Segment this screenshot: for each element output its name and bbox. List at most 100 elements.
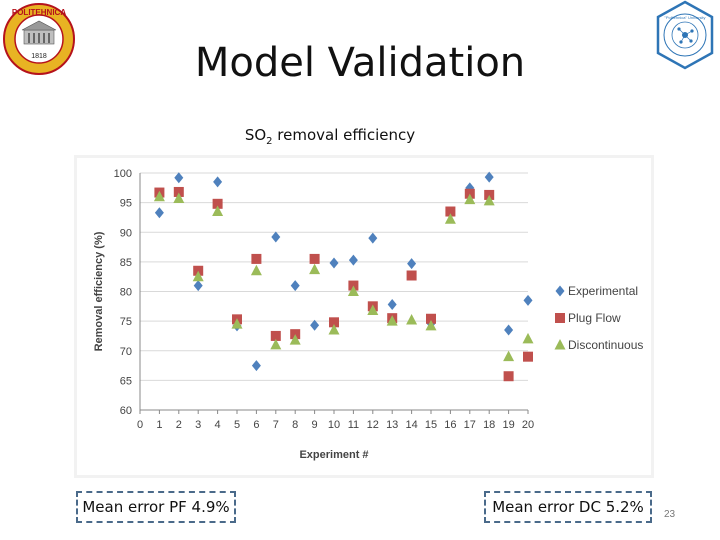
slide-title: Model Validation xyxy=(194,40,526,86)
x-tick-label: 5 xyxy=(234,419,240,431)
faculty-emblem-logo: "Politehnica" University xyxy=(656,0,714,70)
plug-flow-point xyxy=(406,270,417,281)
x-axis-label: Experiment # xyxy=(299,449,368,461)
plug-flow-point xyxy=(270,330,281,341)
x-tick-label: 19 xyxy=(502,419,514,431)
discontinuous-point xyxy=(367,304,379,315)
plug-flow-point xyxy=(503,371,514,382)
y-tick-label: 65 xyxy=(120,375,132,387)
experimental-point xyxy=(368,232,378,244)
experimental-point xyxy=(387,299,397,311)
gridlines xyxy=(140,172,528,411)
x-tick-label: 15 xyxy=(425,419,437,431)
page-number: 23 xyxy=(664,509,676,520)
experimental-point xyxy=(484,171,494,183)
experimental-point xyxy=(523,294,533,306)
chart-subtitle: SO2 removal efficiency xyxy=(0,126,660,147)
logo-right-label: "Politehnica" University xyxy=(664,15,705,20)
x-tick-label: 7 xyxy=(273,419,279,431)
x-tick-label: 12 xyxy=(367,419,379,431)
y-tick-label: 100 xyxy=(114,168,132,180)
subtitle-subscript: 2 xyxy=(266,136,273,147)
x-tick-label: 1 xyxy=(156,419,162,431)
experimental-legend-marker xyxy=(555,285,565,297)
discontinuous-point xyxy=(328,324,340,335)
legend: Experimental Plug Flow Discontinuous xyxy=(554,284,643,352)
experimental-point xyxy=(407,258,417,270)
experimental-point xyxy=(310,319,320,331)
experimental-point xyxy=(251,360,261,372)
experimental-point xyxy=(290,280,300,292)
discontinuous-legend-label: Discontinuous xyxy=(568,338,643,352)
subtitle-suffix: removal efficiency xyxy=(272,126,416,144)
y-tick-label: 70 xyxy=(120,346,132,358)
y-tick-label: 90 xyxy=(120,227,132,239)
plug-flow-point xyxy=(523,351,533,362)
discontinuous-point xyxy=(503,350,515,362)
axes xyxy=(139,173,529,414)
discontinuous-point xyxy=(289,334,301,345)
x-tick-label: 2 xyxy=(176,419,182,431)
plug-flow-point xyxy=(309,253,320,264)
discontinuous-point xyxy=(406,313,418,325)
discontinuous-point xyxy=(464,193,476,205)
x-tick-label: 16 xyxy=(444,419,456,431)
discontinuous-point xyxy=(231,318,243,329)
x-tick-label: 20 xyxy=(522,419,534,431)
data-marks xyxy=(153,171,534,382)
experimental-point xyxy=(271,231,281,243)
experimental-point xyxy=(213,176,223,188)
logo-left-year: 1818 xyxy=(31,53,47,60)
discontinuous-point xyxy=(270,338,282,350)
logo-left-label: POLITEHNICA xyxy=(12,8,66,17)
experimental-point xyxy=(504,324,514,336)
y-tick-label: 95 xyxy=(120,198,132,210)
y-tick-label: 80 xyxy=(120,287,132,299)
discontinuous-point xyxy=(444,213,456,224)
x-tick-label: 0 xyxy=(137,419,143,431)
discontinuous-point xyxy=(153,190,165,202)
experimental-point xyxy=(154,207,164,219)
discontinuous-point xyxy=(192,270,204,282)
y-tick-label: 75 xyxy=(120,316,132,328)
discontinuous-point xyxy=(212,205,224,217)
y-tick-label: 85 xyxy=(120,257,132,269)
experimental-point xyxy=(193,280,203,292)
x-tick-label: 18 xyxy=(483,419,495,431)
x-tick-label: 4 xyxy=(215,419,221,431)
y-axis-label: Removal efficiency (%) xyxy=(93,231,105,351)
plug-flow-point xyxy=(173,186,184,197)
mean-error-pf-callout: Mean error PF 4.9% xyxy=(76,491,236,523)
discontinuous-point xyxy=(425,319,437,331)
plug-flow-point xyxy=(426,313,436,324)
x-tick-label: 11 xyxy=(348,419,359,431)
discontinuous-point xyxy=(386,315,398,326)
plug-flow-point xyxy=(445,206,456,217)
plug-flow-point xyxy=(251,253,262,264)
experimental-point xyxy=(348,254,358,266)
plug-flow-legend-marker xyxy=(555,313,565,323)
experimental-legend-label: Experimental xyxy=(568,284,638,298)
x-tick-label: 17 xyxy=(464,419,476,431)
discontinuous-point xyxy=(522,332,534,344)
plug-flow-point xyxy=(212,198,223,209)
y-tick-label: 60 xyxy=(120,405,132,417)
plug-flow-legend-label: Plug Flow xyxy=(568,311,621,325)
x-tick-label: 3 xyxy=(195,419,201,431)
x-tick-label: 9 xyxy=(312,419,318,431)
discontinuous-legend-marker xyxy=(554,339,566,350)
discontinuous-point xyxy=(347,285,359,296)
subtitle-prefix: SO xyxy=(244,126,267,144)
experimental-point xyxy=(174,172,184,184)
experimental-point xyxy=(329,257,339,269)
university-seal-logo: POLITEHNICA 1818 xyxy=(3,3,75,75)
plug-flow-point xyxy=(329,317,339,328)
x-tick-label: 6 xyxy=(253,419,259,431)
x-tick-label: 14 xyxy=(405,419,417,431)
discontinuous-point xyxy=(309,263,321,275)
mean-error-dc-callout: Mean error DC 5.2% xyxy=(484,491,652,523)
discontinuous-point xyxy=(250,264,262,276)
discontinuous-point xyxy=(173,192,185,203)
